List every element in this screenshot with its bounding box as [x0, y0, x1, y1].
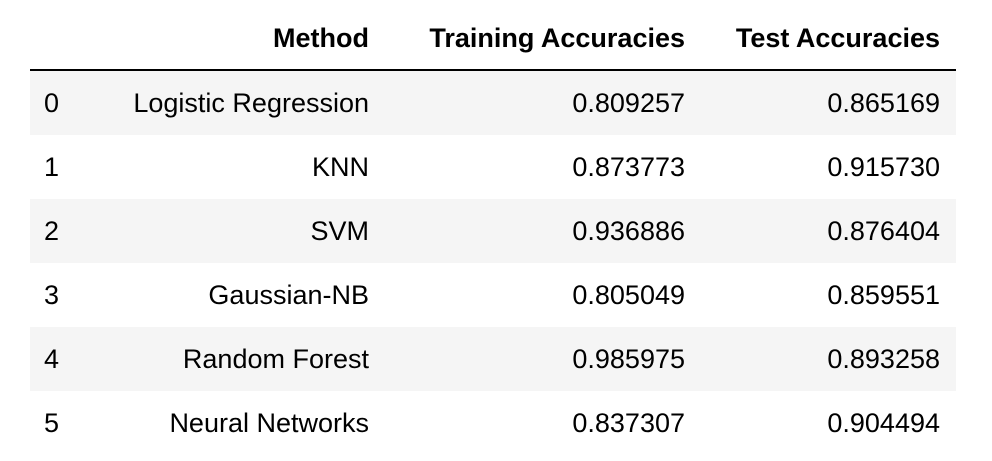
test-accuracy-cell: 0.915730 [827, 151, 940, 182]
header-row: Method Training Accuracies Test Accuraci… [30, 8, 956, 71]
training-accuracy-cell: 0.985975 [572, 343, 685, 374]
method-cell: KNN [311, 151, 369, 182]
row-index: 1 [44, 151, 60, 182]
test-accuracy-cell: 0.865169 [827, 87, 940, 118]
method-cell: Neural Networks [169, 407, 369, 438]
training-accuracies-column-header: Training Accuracies [385, 8, 701, 71]
test-accuracy-cell: 0.859551 [827, 279, 940, 310]
method-cell: SVM [310, 215, 369, 246]
table-row: 1 KNN 0.873773 0.915730 [30, 135, 956, 199]
table-header: Method Training Accuracies Test Accuraci… [30, 8, 956, 71]
table-row: 3 Gaussian-NB 0.805049 0.859551 [30, 263, 956, 327]
method-column-header: Method [92, 8, 385, 71]
training-accuracy-cell: 0.805049 [572, 279, 685, 310]
test-accuracy-cell: 0.876404 [827, 215, 940, 246]
method-cell: Random Forest [182, 343, 369, 374]
table-body: 0 Logistic Regression 0.809257 0.865169 … [30, 70, 956, 455]
table-row: 2 SVM 0.936886 0.876404 [30, 199, 956, 263]
row-index: 3 [44, 279, 60, 310]
table-row: 4 Random Forest 0.985975 0.893258 [30, 327, 956, 391]
table-row: 0 Logistic Regression 0.809257 0.865169 [30, 70, 956, 135]
training-accuracy-cell: 0.809257 [572, 87, 685, 118]
test-accuracy-cell: 0.904494 [827, 407, 940, 438]
row-index: 2 [44, 215, 60, 246]
test-accuracy-cell: 0.893258 [827, 343, 940, 374]
accuracy-table: Method Training Accuracies Test Accuraci… [30, 8, 956, 455]
training-accuracy-cell: 0.837307 [572, 407, 685, 438]
row-index: 5 [44, 407, 60, 438]
table-row: 5 Neural Networks 0.837307 0.904494 [30, 391, 956, 455]
row-index: 0 [44, 87, 60, 118]
test-accuracies-column-header: Test Accuracies [701, 8, 956, 71]
training-accuracy-cell: 0.936886 [572, 215, 685, 246]
row-index: 4 [44, 343, 60, 374]
index-column-header [30, 8, 92, 71]
method-cell: Gaussian-NB [208, 279, 369, 310]
method-cell: Logistic Regression [133, 87, 369, 118]
training-accuracy-cell: 0.873773 [572, 151, 685, 182]
